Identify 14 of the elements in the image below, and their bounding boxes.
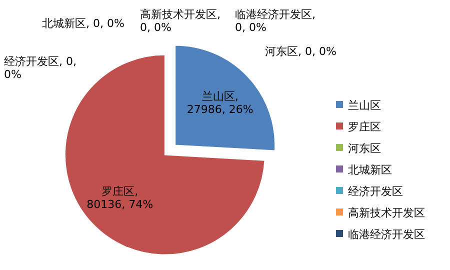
text: 河东区, 0, 0% (265, 45, 336, 58)
legend-label: 兰山区 (348, 99, 381, 112)
legend-label: 罗庄区 (348, 120, 381, 134)
text: 北城新区, 0, 0% (42, 17, 124, 30)
text: 经济开发区, 0, 0% (4, 55, 76, 81)
text: 高新技术开发区, 0, 0% (140, 8, 220, 34)
legend-label: 经济开发区 (348, 185, 403, 198)
legend-label: 河东区 (348, 142, 381, 155)
data-label: 兰山区, 27986, 26% (186, 90, 254, 116)
legend-label: 北城新区 (348, 164, 392, 176)
data-label: 罗庄区, 80136, 74% (86, 184, 154, 211)
legend-label: 临港经济开发区 (348, 228, 425, 241)
legend-label: 高新技术开发区 (348, 206, 425, 220)
text: 临港经济开发区, 0, 0% (235, 8, 316, 34)
